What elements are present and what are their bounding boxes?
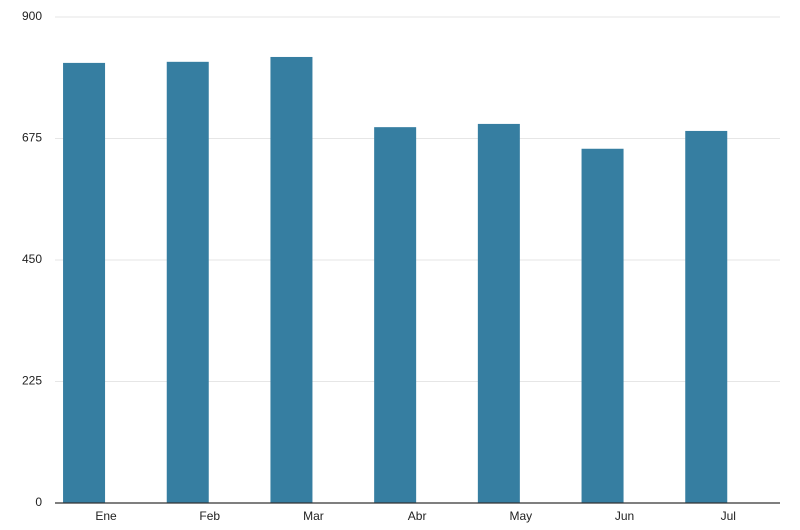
y-tick-label: 675 — [22, 131, 42, 145]
y-tick-label: 225 — [22, 374, 42, 388]
x-tick-label: Ene — [95, 509, 117, 523]
x-tick-label: Jun — [615, 509, 634, 523]
x-tick-label: May — [510, 509, 533, 523]
bar — [270, 56, 313, 504]
x-tick-label: Jul — [721, 509, 736, 523]
bar — [477, 123, 520, 504]
bar — [685, 130, 728, 503]
bar — [166, 61, 209, 503]
bar — [374, 127, 417, 503]
bar — [63, 62, 106, 504]
y-tick-label: 900 — [22, 9, 42, 23]
x-tick-label: Mar — [303, 509, 324, 523]
x-tick-label: Abr — [408, 509, 427, 523]
bar — [581, 148, 624, 503]
y-tick-label: 450 — [22, 252, 42, 266]
x-tick-label: Feb — [199, 509, 220, 523]
y-tick-label: 0 — [35, 495, 42, 509]
